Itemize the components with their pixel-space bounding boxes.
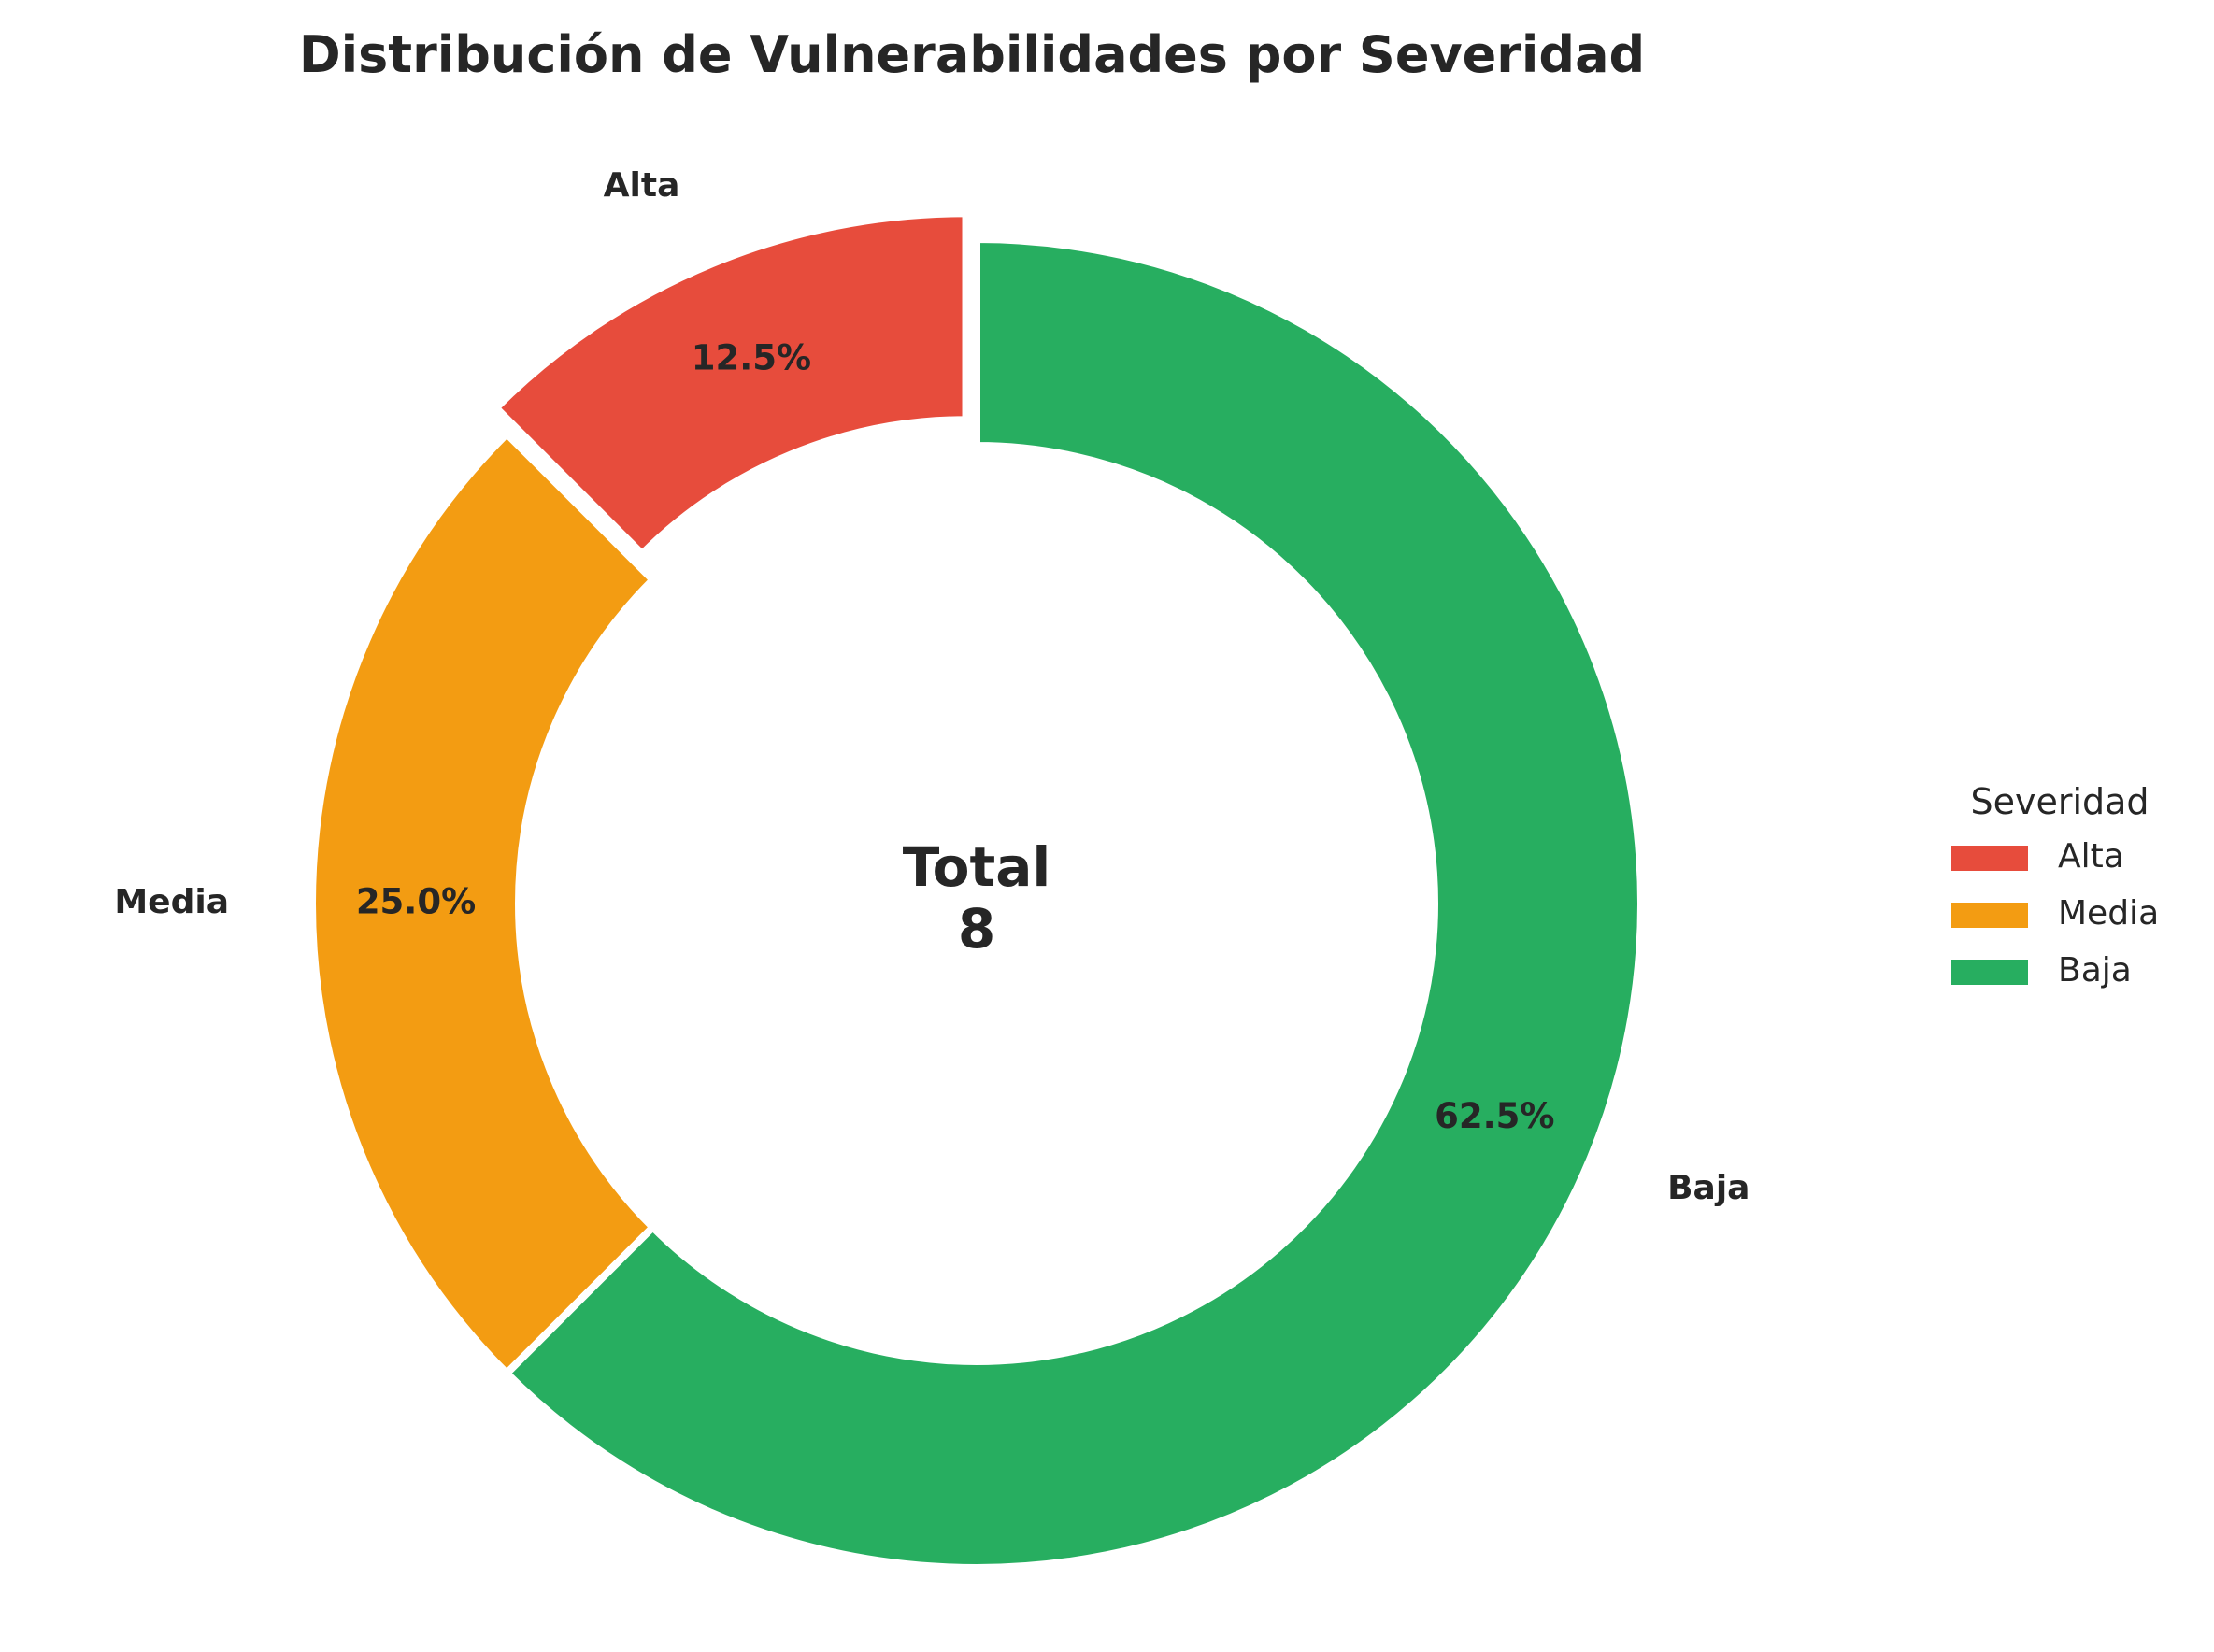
legend-swatch-baja xyxy=(1951,960,2028,985)
legend-title: Severidad xyxy=(1970,781,2149,822)
slice-media xyxy=(308,430,657,1377)
category-label-alta: Alta xyxy=(604,166,680,205)
category-label-media: Media xyxy=(114,883,229,921)
center-total-label: Total xyxy=(903,835,1050,899)
percent-labels-group: 12.5% 25.0% 62.5% xyxy=(356,337,1555,1136)
legend-label-baja: Baja xyxy=(2058,951,2132,990)
legend-swatch-media xyxy=(1951,903,2028,928)
category-label-baja: Baja xyxy=(1667,1169,1750,1207)
percent-label-baja: 62.5% xyxy=(1435,1096,1554,1136)
legend-label-media: Media xyxy=(2058,894,2159,933)
percent-label-media: 25.0% xyxy=(356,882,476,922)
slice-alta xyxy=(492,209,970,558)
legend: Severidad Alta Media Baja xyxy=(1951,781,2159,990)
legend-label-alta: Alta xyxy=(2058,837,2124,876)
chart-title: Distribución de Vulnerabilidades por Sev… xyxy=(299,25,1645,84)
center-total-value: 8 xyxy=(958,897,995,961)
category-labels-group: Alta Media Baja xyxy=(114,166,1750,1207)
percent-label-alta: 12.5% xyxy=(692,337,811,377)
legend-swatch-alta xyxy=(1951,846,2028,871)
slices-group xyxy=(308,209,1645,1572)
slice-baja xyxy=(503,235,1645,1572)
